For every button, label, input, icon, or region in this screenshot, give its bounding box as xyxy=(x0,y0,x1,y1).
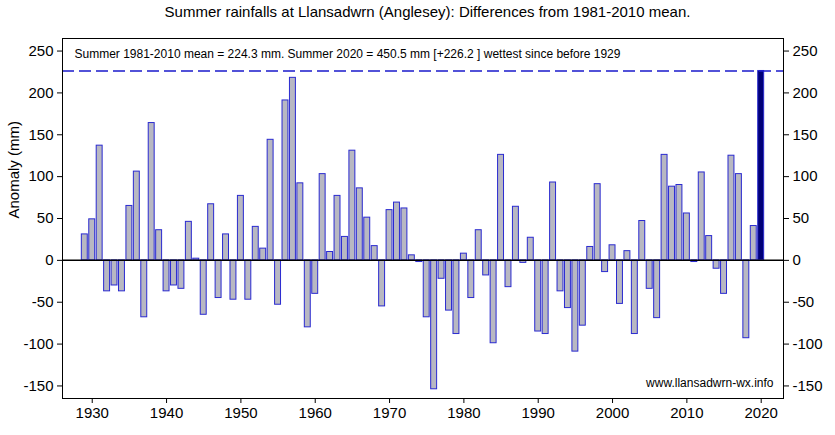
svg-text:1950: 1950 xyxy=(224,404,257,421)
svg-text:100: 100 xyxy=(793,167,818,184)
svg-text:-100: -100 xyxy=(23,335,53,352)
svg-text:2020: 2020 xyxy=(745,404,778,421)
svg-text:1980: 1980 xyxy=(447,404,480,421)
svg-text:-150: -150 xyxy=(23,377,53,394)
svg-text:1960: 1960 xyxy=(299,404,332,421)
svg-text:200: 200 xyxy=(793,84,818,101)
svg-text:100: 100 xyxy=(28,167,53,184)
html-text:Summer rainfalls at Llansadwrn: Summer rainfalls at Llansadwrn (Anglesey… xyxy=(164,3,691,20)
svg-text:150: 150 xyxy=(793,126,818,143)
svg-text:1940: 1940 xyxy=(150,404,183,421)
svg-text:1930: 1930 xyxy=(76,404,109,421)
svg-text:www.llansadwrn-wx.info: www.llansadwrn-wx.info xyxy=(645,376,774,390)
svg-text:-50: -50 xyxy=(32,293,54,310)
svg-text:Anomaly (mm): Anomaly (mm) xyxy=(5,121,22,219)
svg-text:50: 50 xyxy=(793,209,810,226)
svg-text:150: 150 xyxy=(28,126,53,143)
svg-text:2010: 2010 xyxy=(670,404,703,421)
svg-text:200: 200 xyxy=(28,84,53,101)
svg-text:Summer 1981-2010 mean = 224.3: Summer 1981-2010 mean = 224.3 mm. Summer… xyxy=(75,47,621,61)
svg-text:-50: -50 xyxy=(793,293,815,310)
svg-text:0: 0 xyxy=(793,251,801,268)
svg-text:250: 250 xyxy=(793,42,818,59)
svg-text:-100: -100 xyxy=(793,335,823,352)
svg-text:1970: 1970 xyxy=(373,404,406,421)
svg-text:-150: -150 xyxy=(793,377,823,394)
svg-text:0: 0 xyxy=(45,251,53,268)
svg-text:1990: 1990 xyxy=(522,404,555,421)
svg-text:2000: 2000 xyxy=(596,404,629,421)
svg-text:250: 250 xyxy=(28,42,53,59)
svg-text:50: 50 xyxy=(37,209,54,226)
